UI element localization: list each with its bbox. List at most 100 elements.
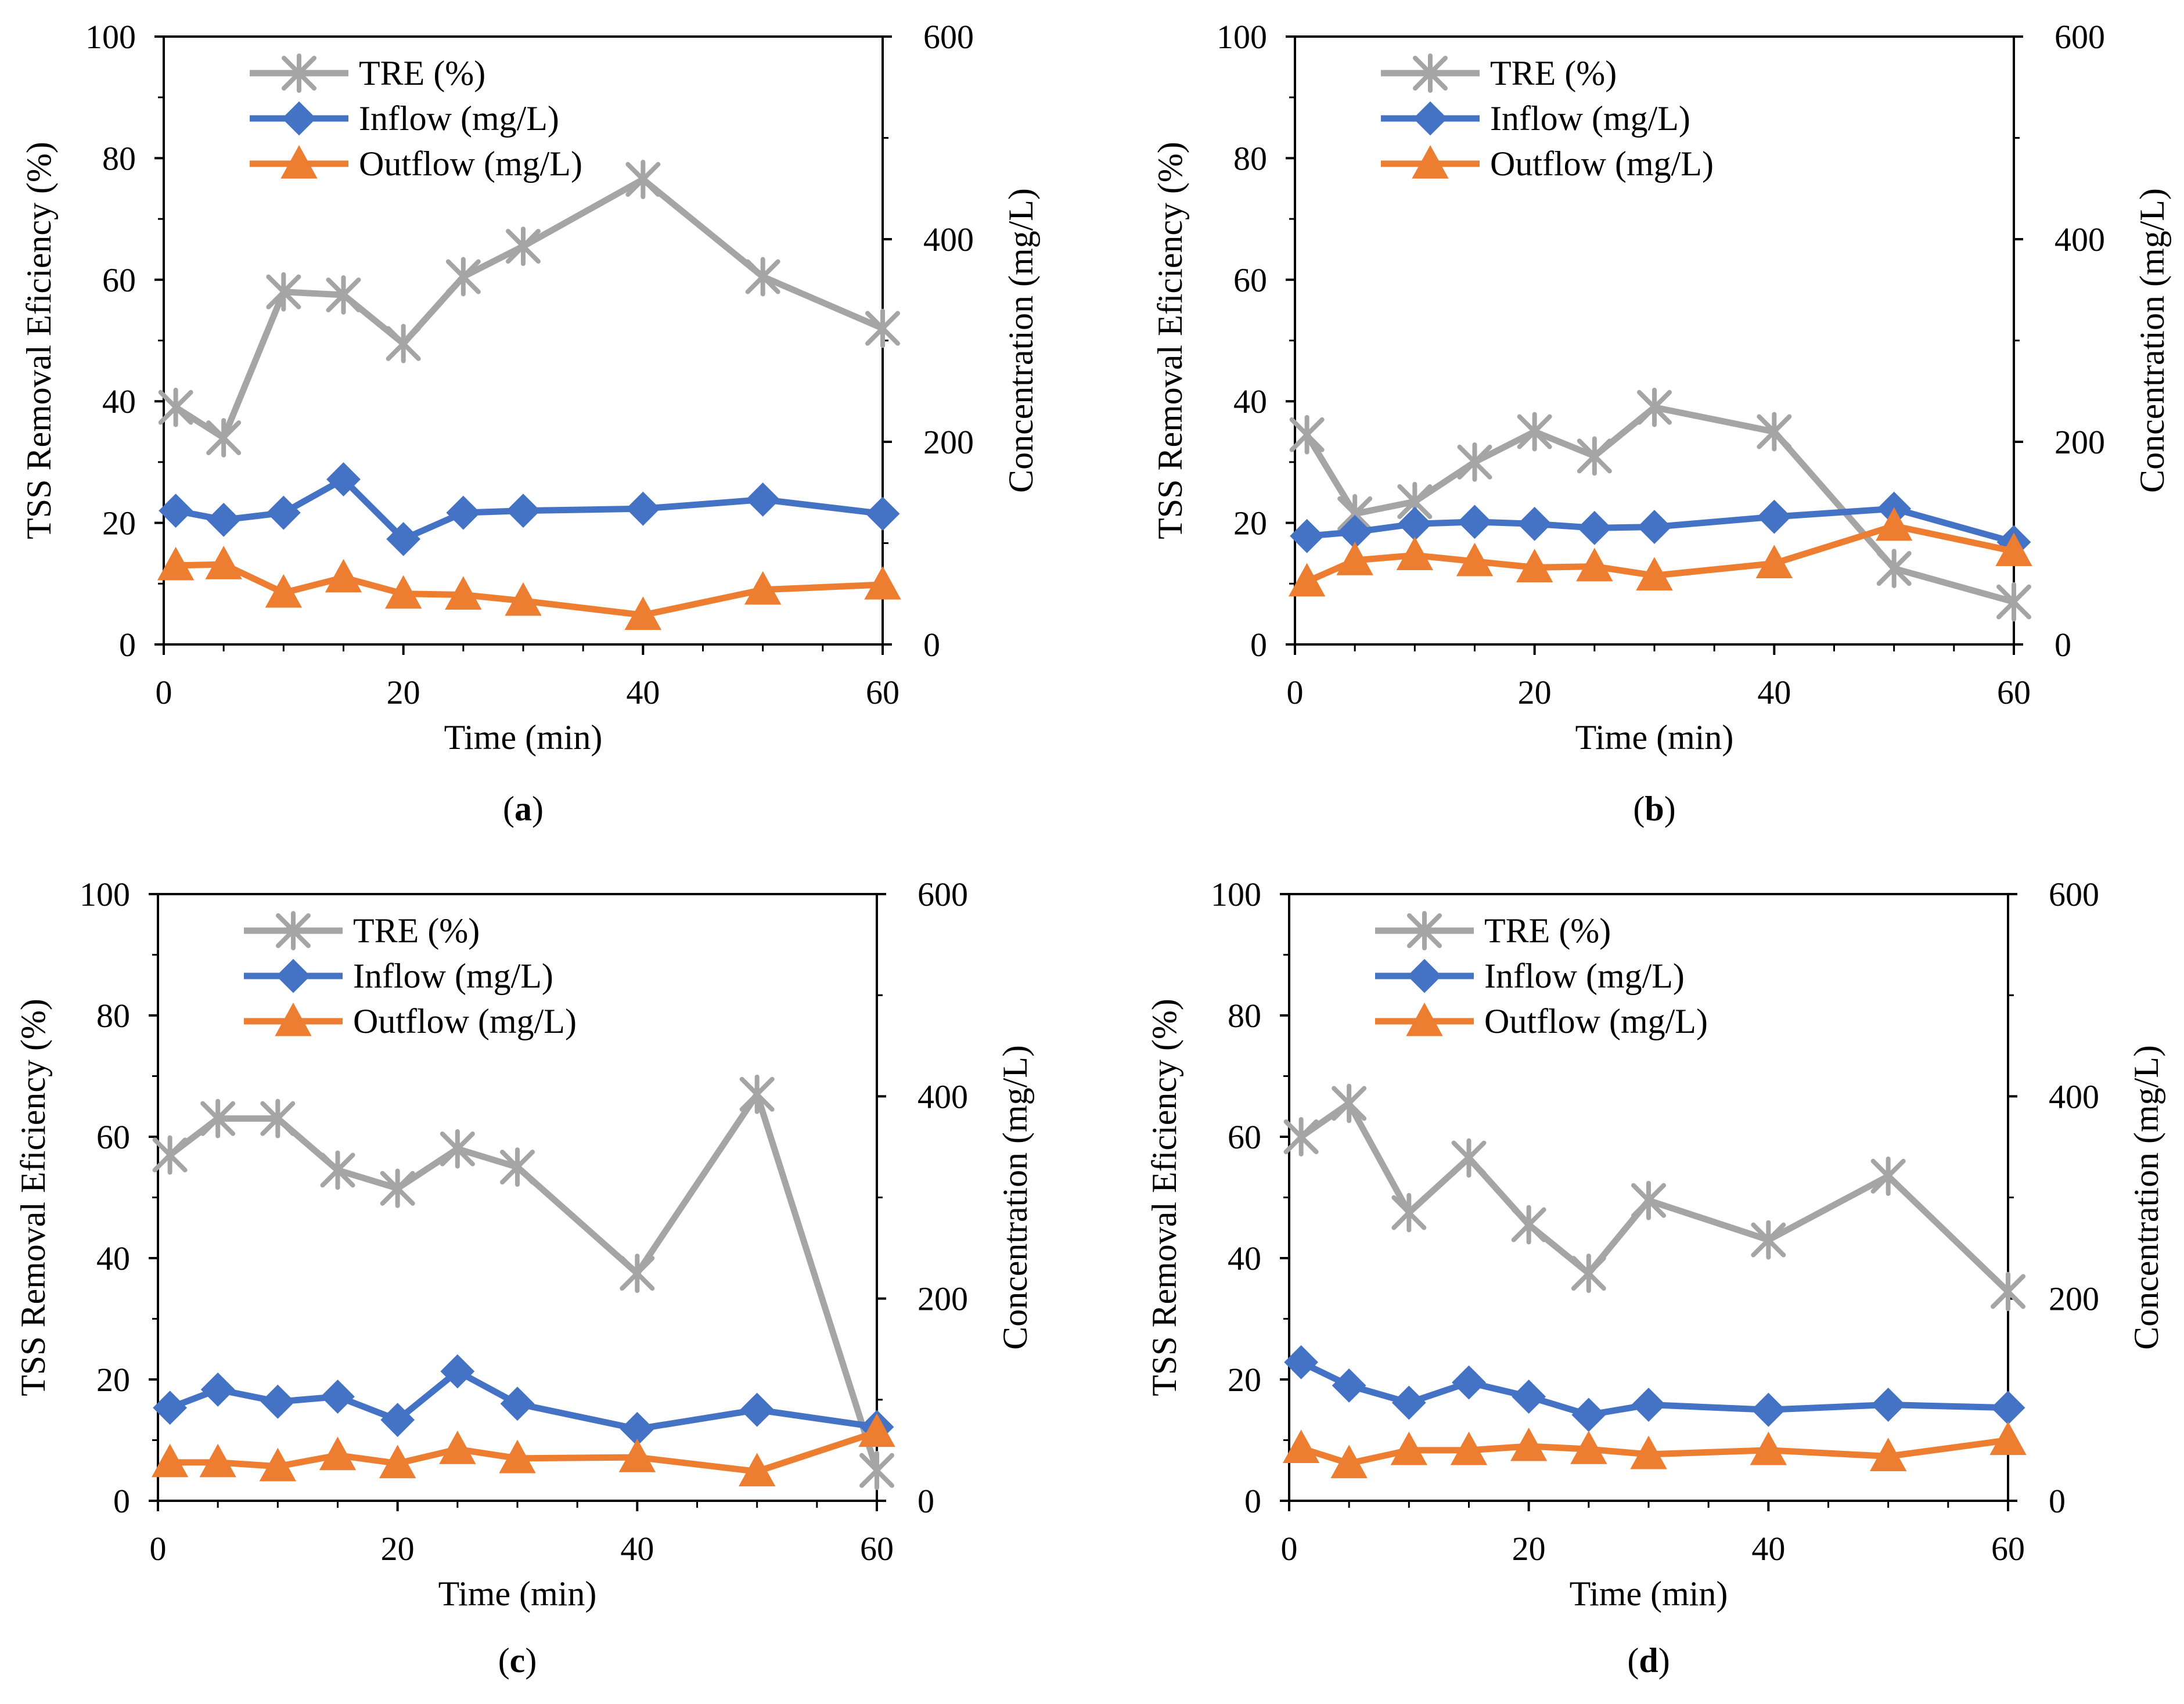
data-point-outflow: [1336, 542, 1373, 575]
data-point-tre: [380, 1168, 415, 1208]
legend-label-tre: TRE (%): [1490, 54, 1617, 92]
y-left-tick-label: 80: [102, 139, 136, 177]
data-point-outflow: [157, 546, 195, 581]
data-point-outflow: [1450, 1431, 1488, 1465]
y-right-tick-label: 600: [2055, 18, 2105, 56]
data-point-inflow: [1512, 1379, 1546, 1414]
x-tick-label: 20: [1518, 673, 1552, 711]
x-tick-label: 60: [1991, 1530, 2025, 1568]
data-point-inflow: [506, 493, 541, 528]
data-point-outflow: [319, 1436, 357, 1471]
y-right-tick-label: 200: [918, 1280, 968, 1318]
data-point-tre: [859, 1450, 894, 1490]
series-line-inflow: [1307, 505, 2015, 546]
data-point-outflow: [1396, 536, 1434, 571]
y-right-tick-label: 400: [2055, 221, 2105, 258]
data-point-tre: [440, 1129, 475, 1169]
y-left-tick-label: 0: [119, 626, 136, 664]
data-point-outflow: [384, 575, 422, 609]
y-left-tick-label: 40: [1233, 383, 1267, 420]
legend: TRE (%) Inflow (mg/L) Outflow (mg/L): [1375, 911, 1708, 1040]
y-left-tick-label: 80: [1228, 997, 1261, 1035]
legend-label-outflow: Outflow (mg/L): [353, 1002, 577, 1040]
series-line-outflow: [175, 561, 883, 618]
data-point-inflow: [1637, 510, 1672, 544]
data-point-inflow: [1452, 1365, 1486, 1400]
y-left-tick-label: 100: [1217, 18, 1267, 56]
data-point-outflow: [1630, 1435, 1667, 1469]
y-right-tick-label: 200: [2055, 423, 2105, 461]
data-point-outflow: [624, 596, 662, 630]
data-point-tre: [1757, 412, 1792, 452]
data-point-outflow: [1282, 1429, 1320, 1464]
data-point-inflow: [446, 495, 481, 530]
legend-marker-outflow: [275, 1002, 312, 1036]
legend-label-outflow: Outflow (mg/L): [1490, 145, 1714, 183]
panel-caption: (d): [1627, 1641, 1670, 1680]
y-left-tick-label: 20: [1233, 505, 1267, 542]
y-left-tick-label: 100: [80, 876, 130, 913]
data-point-tre: [260, 1098, 296, 1139]
data-point-outflow: [1636, 557, 1673, 590]
x-tick-label: 40: [1751, 1530, 1785, 1568]
y-right-axis-title: Concentration (mg/L): [1002, 188, 1040, 493]
series-tre: [152, 1074, 894, 1490]
data-point-tre: [1870, 1157, 1906, 1196]
data-point-outflow: [1989, 1421, 2027, 1456]
x-tick-label: 20: [387, 673, 420, 711]
data-point-tre: [1289, 415, 1325, 455]
legend-marker-outflow: [1412, 145, 1449, 179]
data-point-outflow: [1516, 549, 1553, 582]
series-line-tre: [1299, 1100, 2010, 1294]
legend: TRE (%) Inflow (mg/L) Outflow (mg/L): [244, 911, 577, 1040]
data-point-inflow: [865, 496, 900, 531]
y-left-tick-label: 20: [1228, 1361, 1261, 1399]
legend-marker-inflow: [282, 101, 316, 136]
data-point-tre: [865, 308, 900, 348]
y-right-tick-label: 0: [2055, 626, 2071, 664]
legend-label-inflow: Inflow (mg/L): [1490, 99, 1690, 138]
y-right-tick-label: 200: [2049, 1280, 2099, 1318]
y-left-tick-label: 40: [102, 383, 136, 420]
y-left-tick-label: 20: [102, 505, 136, 542]
y-right-tick-label: 200: [923, 423, 974, 461]
panel-caption: (a): [503, 790, 544, 828]
series-inflow: [159, 462, 900, 556]
series-outflow: [151, 1413, 895, 1487]
x-tick-label: 20: [1512, 1530, 1546, 1568]
series-tre: [1289, 387, 2031, 622]
x-tick-label: 40: [1757, 673, 1791, 711]
y-right-tick-label: 600: [2049, 876, 2099, 913]
series-outflow: [1282, 1421, 2027, 1479]
data-point-inflow: [500, 1386, 535, 1421]
data-point-tre: [320, 1150, 355, 1190]
data-point-outflow: [744, 571, 782, 605]
data-point-tre: [1517, 412, 1552, 452]
data-point-inflow: [206, 502, 241, 537]
series-tre: [158, 160, 900, 457]
data-point-inflow: [746, 482, 780, 517]
caption-letter: a: [514, 790, 532, 828]
data-point-tre: [1571, 1253, 1606, 1294]
data-point-inflow: [625, 491, 660, 526]
data-point-outflow: [618, 1439, 656, 1472]
y-left-tick-label: 60: [1228, 1118, 1261, 1156]
data-point-outflow: [1995, 532, 2032, 567]
caption-open-paren: (: [503, 790, 514, 828]
data-point-inflow: [1391, 1385, 1426, 1420]
data-point-tre: [500, 1147, 535, 1187]
x-tick-label: 20: [381, 1530, 415, 1568]
x-tick-label: 0: [1281, 1530, 1298, 1568]
y-right-tick-label: 400: [2049, 1078, 2099, 1115]
series-line-tre: [168, 1091, 880, 1472]
y-left-tick-label: 60: [102, 261, 136, 299]
data-point-outflow: [1875, 507, 1913, 541]
legend-marker-tre: [1407, 911, 1442, 950]
caption-open-paren: (: [498, 1641, 510, 1680]
y-left-tick-label: 80: [96, 997, 130, 1035]
data-point-tre: [1996, 582, 2031, 622]
legend-label-inflow: Inflow (mg/L): [353, 957, 553, 995]
